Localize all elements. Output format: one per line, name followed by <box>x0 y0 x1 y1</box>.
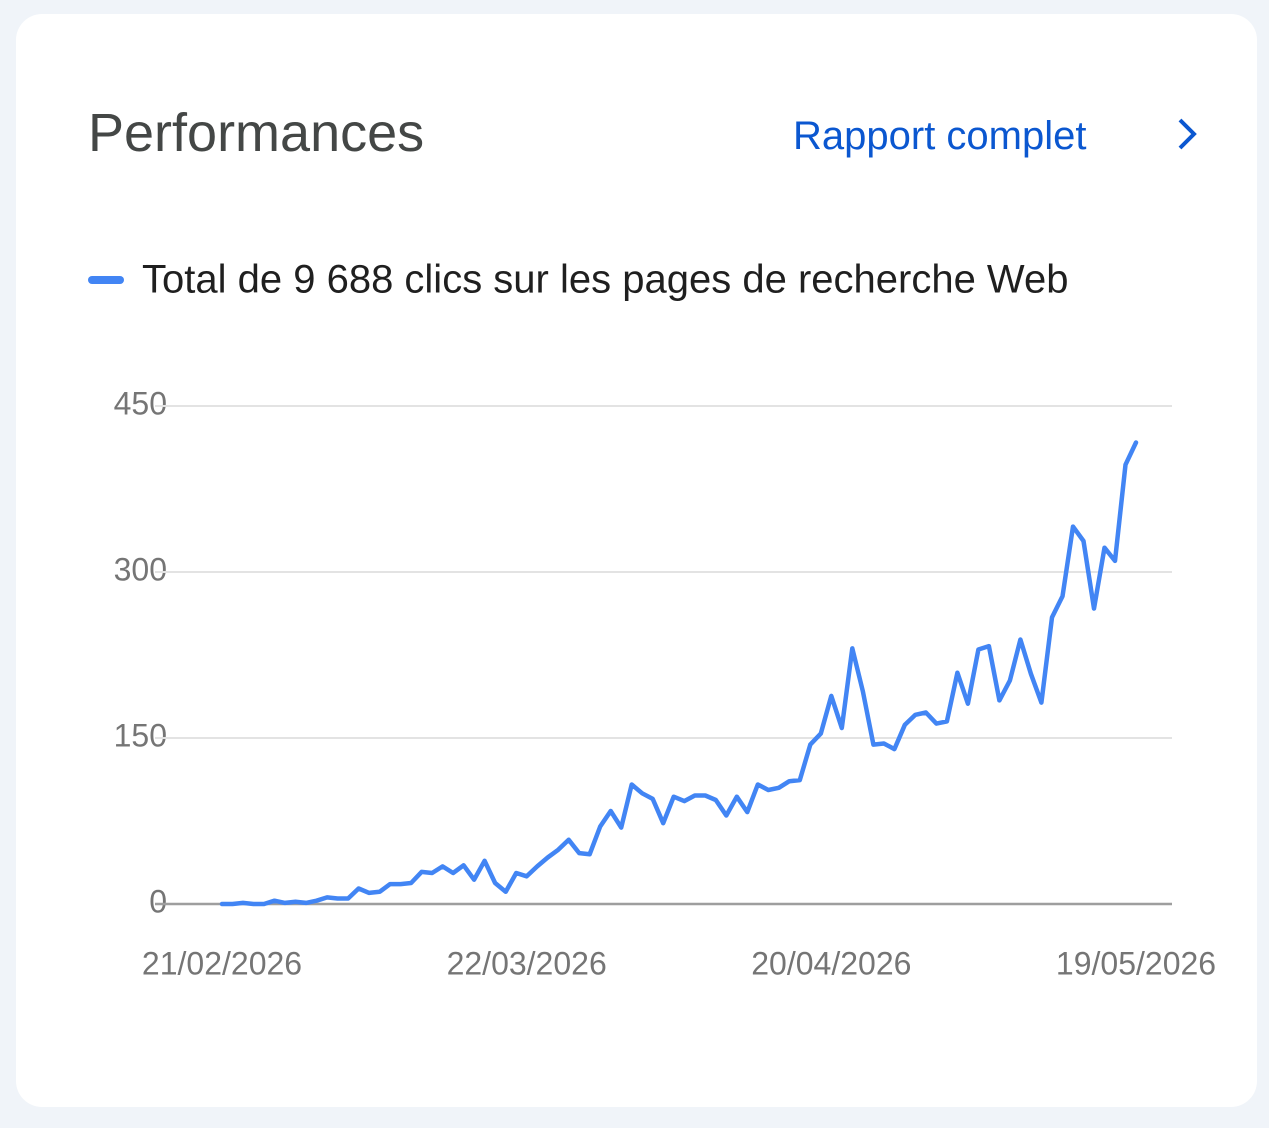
y-tick-label: 150 <box>114 717 167 753</box>
full-report-link[interactable]: Rapport complet <box>793 114 1087 158</box>
performance-card: Performances Rapport complet <box>16 14 1257 1107</box>
y-tick-label: 450 <box>114 385 167 421</box>
legend-label: Total de 9 688 clics sur les pages de re… <box>142 258 1068 302</box>
x-tick-label: 22/03/2026 <box>447 945 607 981</box>
x-tick-label: 19/05/2026 <box>1056 945 1216 981</box>
y-tick-label: 0 <box>149 883 167 919</box>
x-tick-label: 20/04/2026 <box>751 945 911 981</box>
chevron-icon[interactable] <box>1168 114 1208 154</box>
y-tick-label: 300 <box>114 551 167 587</box>
data-line <box>219 440 1139 907</box>
x-tick-label: 21/02/2026 <box>142 945 302 981</box>
card-title: Performances <box>88 103 425 163</box>
